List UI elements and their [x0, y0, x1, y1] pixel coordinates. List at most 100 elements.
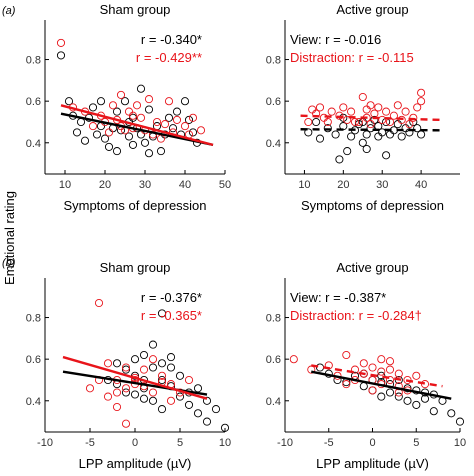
- data-point-red: [413, 103, 422, 112]
- data-point-red: [377, 367, 386, 376]
- data-point-black: [374, 132, 383, 141]
- data-point-black: [140, 138, 150, 147]
- data-point-black: [157, 359, 167, 368]
- data-point-red: [104, 128, 114, 137]
- data-point-black: [112, 147, 122, 156]
- data-point-black: [157, 375, 167, 385]
- data-point-black: [385, 388, 395, 397]
- data-point-red: [166, 396, 176, 405]
- data-point-red: [420, 380, 430, 389]
- data-point-red: [366, 120, 375, 129]
- data-point-red: [156, 134, 166, 143]
- x-tick-label: -10: [277, 437, 293, 449]
- data-point-red: [378, 115, 387, 124]
- data-point-black: [184, 115, 194, 124]
- data-point-black: [362, 144, 371, 154]
- data-point-black: [429, 407, 438, 416]
- data-point-black: [136, 84, 146, 93]
- y-tick-label: 0.4: [266, 138, 281, 150]
- data-point-red: [121, 363, 131, 372]
- correlation-annotation: Distraction: r = -0.284†: [290, 308, 422, 323]
- correlation-annotation: View: r = -0.387*: [290, 290, 386, 305]
- subplot-title: Active group: [336, 2, 408, 17]
- correlation-annotation: r = -0.340*: [141, 32, 202, 47]
- x-tick-label: 5: [177, 437, 183, 449]
- data-point-red: [308, 105, 317, 114]
- data-point-black: [403, 384, 412, 393]
- data-point-red: [385, 365, 395, 374]
- subplot-1: Sham group 10 20 30 40 50 0.4 0.6 0.8 Symptoms of…: [26, 2, 231, 213]
- data-point-red: [116, 90, 126, 99]
- data-point-red: [139, 365, 149, 374]
- data-point-red: [350, 365, 360, 374]
- data-point-red: [160, 120, 170, 129]
- data-point-black: [157, 309, 167, 318]
- data-point-black: [358, 138, 367, 147]
- x-axis-label: LPP amplitude (µV): [316, 456, 429, 471]
- x-tick-label: 0: [369, 437, 375, 449]
- data-point-black: [172, 107, 182, 116]
- data-point-black: [378, 128, 387, 137]
- data-point-black: [130, 390, 140, 399]
- data-point-black: [315, 134, 325, 143]
- data-point-red: [103, 392, 113, 401]
- data-point-black: [413, 124, 422, 133]
- data-point-black: [100, 134, 110, 143]
- data-point-red: [343, 115, 352, 124]
- data-point-black: [347, 132, 356, 141]
- y-tick-label: 0.8: [266, 313, 281, 325]
- data-point-red: [121, 419, 131, 428]
- data-point-black: [304, 128, 313, 137]
- panel-label-b: (b): [2, 257, 16, 269]
- x-tick-label: 10: [59, 179, 71, 191]
- data-point-red: [362, 105, 371, 114]
- data-point-red: [342, 350, 351, 360]
- data-point-black: [403, 396, 412, 405]
- x-tick-label: 5: [413, 437, 419, 449]
- data-point-red: [188, 113, 198, 122]
- data-point-red: [56, 38, 66, 47]
- data-point-black: [120, 97, 130, 106]
- data-point-red: [121, 384, 131, 393]
- y-tick-label: 0.6: [26, 96, 41, 108]
- data-point-red: [409, 113, 418, 122]
- data-point-red: [289, 355, 298, 364]
- data-point-black: [96, 97, 106, 106]
- fit-line-red: [60, 104, 214, 147]
- data-point-black: [393, 120, 402, 129]
- subplot-title: Active group: [336, 260, 408, 275]
- y-tick-label: 0.4: [266, 396, 281, 408]
- data-point-red: [315, 103, 325, 112]
- data-point-black: [211, 405, 221, 414]
- data-point-black: [104, 142, 114, 151]
- data-point-red: [128, 111, 138, 120]
- data-point-red: [366, 101, 375, 110]
- x-axis-label: Symptoms of depression: [63, 198, 206, 213]
- data-point-red: [359, 359, 368, 368]
- data-point-black: [394, 375, 403, 385]
- data-point-red: [394, 382, 403, 391]
- data-point-red: [108, 101, 118, 110]
- shared-y-axis-label: Emotional rating: [2, 191, 17, 285]
- data-point-black: [382, 151, 391, 160]
- data-point-red: [144, 95, 154, 104]
- data-point-red: [389, 111, 398, 120]
- data-point-red: [85, 384, 95, 393]
- data-point-red: [112, 402, 122, 412]
- data-point-black: [130, 355, 140, 364]
- data-point-black: [193, 409, 203, 418]
- data-point-red: [417, 88, 426, 97]
- data-point-black: [180, 97, 190, 106]
- data-point-red: [368, 386, 377, 395]
- data-point-red: [124, 107, 134, 116]
- data-point-black: [354, 120, 363, 129]
- data-point-black: [168, 124, 178, 133]
- data-point-red: [103, 359, 113, 368]
- data-point-black: [88, 103, 98, 112]
- y-tick-label: 0.6: [26, 354, 41, 366]
- data-point-red: [112, 388, 122, 397]
- data-point-black: [335, 155, 344, 164]
- data-point-red: [180, 122, 190, 131]
- data-point-red: [335, 111, 344, 120]
- data-point-red: [136, 113, 146, 122]
